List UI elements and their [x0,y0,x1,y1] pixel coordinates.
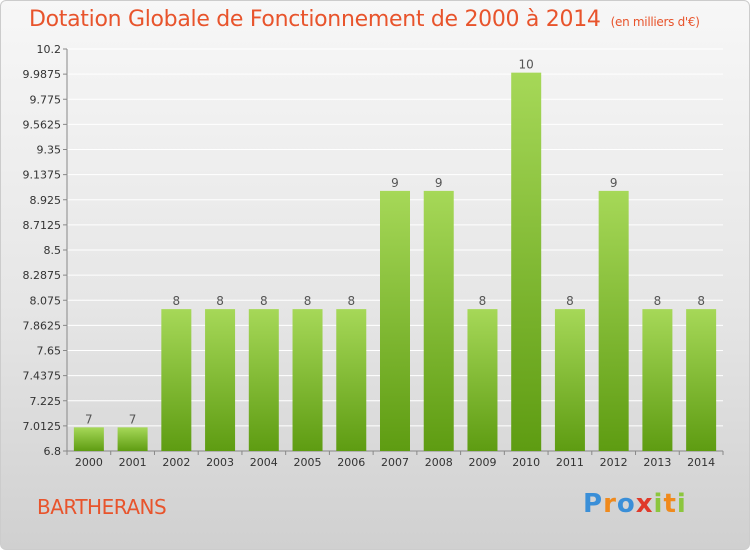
bar-2003 [205,309,236,451]
y-tick-label: 8.925 [30,194,62,207]
bar-2010 [511,72,542,451]
y-tick-label: 7.4375 [23,370,62,383]
y-tick-label: 9.1375 [23,169,62,182]
y-tick-label: 9.5625 [23,118,62,131]
x-tick-label: 2013 [643,456,671,469]
commune-name: BARTHERANS [37,495,167,519]
x-tick-label: 2014 [687,456,715,469]
bar-value-label: 8 [173,294,181,308]
bar-value-label: 9 [435,176,443,190]
y-tick-label: 8.075 [30,294,62,307]
bar-value-label: 9 [610,176,618,190]
bar-value-label: 10 [519,58,534,72]
bar-2007 [380,190,410,451]
bar-2001 [117,427,148,451]
bar-2013 [642,309,673,451]
bar-value-label: 8 [216,294,224,308]
bar-value-label: 8 [347,294,355,308]
bar-value-label: 8 [566,294,574,308]
y-tick-label: 7.8625 [23,319,62,332]
x-tick-label: 2001 [119,456,147,469]
y-tick-label: 7.0125 [23,420,62,433]
bar-value-label: 7 [85,412,93,426]
bar-2012 [598,190,629,451]
y-tick-label: 9.775 [30,93,62,106]
x-tick-label: 2005 [294,456,322,469]
y-tick-label: 8.5 [44,244,62,257]
bar-2009 [467,309,498,451]
x-tick-label: 2004 [250,456,278,469]
y-tick-label: 8.7125 [23,219,62,232]
bar-2004 [248,309,279,451]
x-tick-label: 2012 [600,456,628,469]
bar-2008 [423,190,454,451]
bar-2014 [686,309,717,451]
bar-value-label: 8 [260,294,268,308]
x-tick-label: 2002 [162,456,190,469]
y-tick-label: 10.2 [37,43,62,56]
bar-value-label: 8 [697,294,705,308]
y-tick-label: 9.35 [37,144,62,157]
x-tick-label: 2009 [468,456,496,469]
y-tick-label: 8.2875 [23,269,62,282]
proxiti-logo: Proxiti [583,489,687,519]
y-tick-label: 9.9875 [23,68,62,81]
bar-2002 [161,309,192,451]
y-tick-label: 7.225 [30,395,62,408]
bar-2005 [292,309,323,451]
x-tick-label: 2000 [75,456,103,469]
chart-title-text: Dotation Globale de Fonctionnement de 20… [29,7,601,32]
x-tick-label: 2008 [425,456,453,469]
chart-title: Dotation Globale de Fonctionnement de 20… [29,7,700,32]
bar-value-label: 8 [654,294,662,308]
bar-value-label: 8 [304,294,312,308]
x-tick-label: 2007 [381,456,409,469]
bar-2006 [336,309,367,451]
bar-value-label: 7 [129,412,137,426]
y-tick-label: 6.8 [44,445,62,458]
bar-value-label: 8 [479,294,487,308]
y-tick-label: 7.65 [37,345,62,358]
x-tick-label: 2003 [206,456,234,469]
bar-value-label: 9 [391,176,399,190]
x-tick-label: 2006 [337,456,365,469]
bar-2011 [554,309,585,451]
bar-2000 [73,427,104,451]
x-tick-label: 2011 [556,456,584,469]
chart-subtitle: (en milliers d'€) [610,15,700,29]
x-tick-label: 2010 [512,456,540,469]
